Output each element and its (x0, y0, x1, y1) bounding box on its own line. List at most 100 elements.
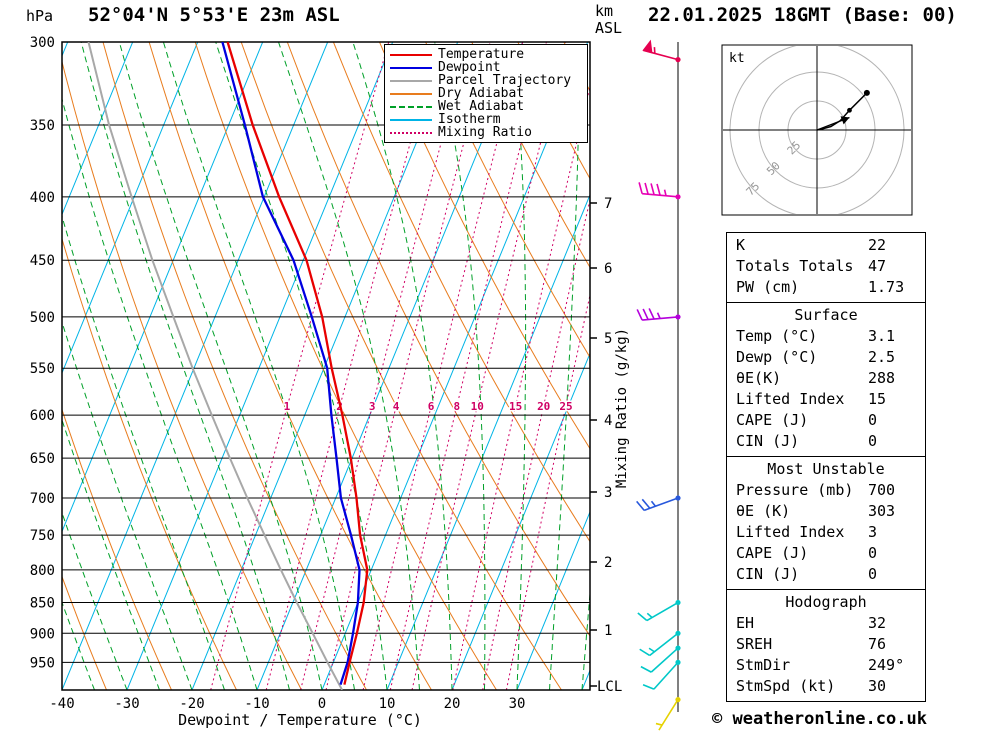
wind-barb (655, 697, 681, 731)
svg-text:3: 3 (604, 485, 612, 501)
svg-text:10: 10 (471, 400, 484, 413)
wind-barb (642, 659, 681, 690)
altitude-axis-unit: km ASL (595, 3, 622, 37)
stat-label: Lifted Index (736, 390, 845, 408)
stat-row: Temp (°C) 3.1 (727, 326, 925, 347)
svg-text:6: 6 (428, 400, 435, 413)
stat-label: CIN (J) (736, 565, 800, 583)
legend-label: Temperature (438, 47, 525, 62)
legend-item: Wet Adiabat (390, 99, 582, 114)
svg-text:3: 3 (369, 400, 376, 413)
stat-row: θE(K) 288 (727, 368, 925, 389)
svg-text:750: 750 (30, 528, 55, 544)
svg-text:20: 20 (537, 400, 550, 413)
stat-row: StmSpd (kt) 30 (727, 676, 925, 697)
svg-text:1: 1 (604, 623, 612, 639)
stats-group-most-unstable: Most Unstable Pressure (mb) 700 θE (K) 303 Li… (726, 456, 926, 590)
stat-value: 700 (868, 481, 896, 499)
stat-label: StmDir (736, 656, 791, 674)
stat-label: Dewp (°C) (736, 348, 818, 366)
wind-barb (637, 599, 681, 622)
stat-row: EH 32 (727, 613, 925, 634)
hodograph-trace (816, 92, 868, 131)
stat-label: K (736, 236, 746, 254)
stat-value: 2.5 (868, 348, 896, 366)
stat-row: θE (K) 303 (727, 501, 925, 522)
stat-label: SREH (736, 635, 773, 653)
svg-text:4: 4 (604, 413, 612, 429)
stat-label: CAPE (J) (736, 411, 809, 429)
legend-line-swatch (390, 79, 432, 82)
svg-text:650: 650 (30, 451, 55, 467)
svg-text:500: 500 (30, 310, 55, 326)
legend-item: Dewpoint (390, 60, 582, 75)
svg-text:1: 1 (284, 400, 291, 413)
stat-value: 3 (868, 523, 878, 541)
run-datetime: 22.01.2025 18GMT (Base: 00) (648, 4, 957, 26)
stat-label: StmSpd (kt) (736, 677, 836, 695)
stat-value: 0 (868, 432, 878, 450)
stat-label: CAPE (J) (736, 544, 809, 562)
legend-item: Temperature (390, 47, 582, 62)
svg-text:950: 950 (30, 655, 55, 671)
legend-item: Parcel Trajectory (390, 73, 582, 88)
wind-barb (638, 182, 681, 200)
wind-barb (636, 308, 681, 321)
asl-datum-label: ASL (595, 19, 623, 37)
stats-group-title: Surface (794, 306, 858, 324)
stat-label: EH (736, 614, 755, 632)
stat-row: K 22 (727, 235, 925, 256)
x-axis-label: Dewpoint / Temperature (°C) (178, 711, 422, 729)
legend-line-swatch (390, 66, 432, 69)
stat-row: Totals Totals 47 (727, 256, 925, 277)
svg-text:600: 600 (30, 408, 55, 424)
svg-text:20: 20 (444, 696, 461, 712)
stat-value: 303 (868, 502, 896, 520)
svg-text:10: 10 (379, 696, 396, 712)
curve-parcel-trajectory (87, 42, 343, 690)
curve-temperature (226, 42, 369, 685)
wind-barb-column (636, 39, 681, 731)
stat-value: 30 (868, 677, 887, 695)
stat-label: Pressure (mb) (736, 481, 854, 499)
legend: Temperature Dewpoint Parcel Trajectory Dry … (384, 44, 588, 143)
stat-row: PW (cm) 1.73 (727, 277, 925, 298)
legend-label: Parcel Trajectory (438, 73, 572, 88)
stat-value: 249° (868, 656, 905, 674)
stat-value: 32 (868, 614, 887, 632)
stats-group-title: Most Unstable (767, 460, 885, 478)
legend-item: Dry Adiabat (390, 86, 582, 101)
svg-text:6: 6 (604, 261, 612, 277)
svg-text:300: 300 (30, 35, 55, 51)
stat-value: 15 (868, 390, 887, 408)
svg-text:30: 30 (509, 696, 526, 712)
legend-item: Isotherm (390, 112, 582, 127)
stat-value: 0 (868, 411, 878, 429)
wind-barb (636, 495, 681, 512)
legend-label: Dewpoint (438, 60, 501, 75)
sounding-curves (87, 42, 369, 690)
stat-row: Lifted Index 3 (727, 522, 925, 543)
stat-label: Lifted Index (736, 523, 845, 541)
svg-text:-20: -20 (179, 696, 204, 712)
stat-value: 1.73 (868, 278, 905, 296)
stat-row: CAPE (J) 0 (727, 410, 925, 431)
stat-label: PW (cm) (736, 278, 800, 296)
legend-item: Mixing Ratio (390, 125, 582, 140)
stat-value: 0 (868, 544, 878, 562)
legend-label: Isotherm (438, 112, 501, 127)
stats-group-hodograph: Hodograph EH 32 SREH 76 StmDir 249° StmSpd (kt)… (726, 589, 926, 702)
isotherm-lines (62, 42, 590, 690)
stat-row: CIN (J) 0 (727, 564, 925, 585)
svg-text:400: 400 (30, 190, 55, 206)
stat-value: 0 (868, 565, 878, 583)
km-unit-label: km (595, 2, 614, 20)
stat-row: CIN (J) 0 (727, 431, 925, 452)
svg-text:800: 800 (30, 563, 55, 579)
stat-row: Lifted Index 15 (727, 389, 925, 410)
plot-frame (61, 41, 591, 691)
stat-label: θE (K) (736, 502, 791, 520)
